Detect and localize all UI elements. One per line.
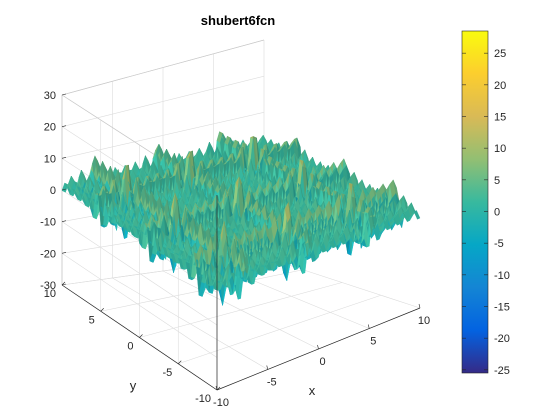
colorbar-tick-label: 20 bbox=[494, 80, 506, 92]
z-tick-label: 10 bbox=[44, 153, 56, 165]
surface-plot bbox=[61, 131, 421, 306]
y-tick-mark bbox=[61, 281, 66, 286]
colorbar-tick-label: 15 bbox=[494, 112, 506, 124]
z-tick-mark bbox=[61, 220, 67, 222]
y-tick-label: -5 bbox=[162, 367, 172, 379]
x-tick-mark bbox=[266, 365, 269, 370]
y-tick-label: 0 bbox=[127, 341, 133, 353]
y-axis-ticks: -10 -5 0 5 10 bbox=[44, 281, 221, 405]
surface-facet bbox=[413, 210, 421, 220]
grid-line-y bbox=[139, 282, 343, 338]
z-axis-ticks: -30 -20 -10 0 10 20 30 bbox=[40, 90, 67, 292]
z-tick-label: 0 bbox=[50, 185, 56, 197]
y-tick-mark bbox=[139, 334, 143, 338]
colorbar: -25 -20 -15 -10 -5 0 5 10 15 20 25 bbox=[461, 30, 510, 377]
z-tick-label: -10 bbox=[40, 217, 56, 229]
colorbar-gradient bbox=[461, 30, 489, 374]
x-tick-mark bbox=[367, 324, 370, 329]
z-tick-mark bbox=[61, 252, 67, 254]
colorbar-tick-label: -10 bbox=[494, 270, 510, 282]
z-tick-mark bbox=[61, 157, 67, 159]
colorbar-tick-label: -25 bbox=[494, 365, 510, 377]
box-edge bbox=[61, 39, 265, 96]
z-tick-label: 30 bbox=[44, 90, 56, 102]
y-tick-label: -10 bbox=[195, 393, 211, 405]
colorbar-tick-label: 25 bbox=[494, 48, 506, 60]
chart-title: shubert6fcn bbox=[201, 13, 275, 28]
z-tick-label: 20 bbox=[44, 122, 56, 134]
colorbar-ticks: -25 -20 -15 -10 -5 0 5 10 15 20 25 bbox=[462, 48, 510, 377]
y-tick-label: 10 bbox=[44, 288, 56, 300]
z-tick-mark bbox=[61, 188, 67, 191]
colorbar-tick-label: 5 bbox=[494, 175, 500, 187]
z-tick-label: -20 bbox=[40, 248, 56, 260]
z-tick-mark bbox=[61, 93, 67, 96]
x-tick-mark bbox=[418, 303, 421, 309]
colorbar-tick-label: -5 bbox=[494, 238, 504, 250]
x-tick-label: -10 bbox=[213, 397, 229, 409]
x-tick-label: 10 bbox=[418, 315, 430, 327]
z-tick-label: -30 bbox=[40, 280, 56, 292]
colorbar-tick-label: -15 bbox=[494, 302, 510, 314]
colorbar-tick-label: 10 bbox=[494, 143, 506, 155]
x-tick-label: -5 bbox=[267, 377, 277, 389]
x-tick-mark bbox=[317, 344, 319, 350]
x-axis-ticks: -10 -5 0 5 10 bbox=[213, 303, 430, 409]
z-tick-mark bbox=[61, 283, 67, 286]
colorbar-tick-label: -20 bbox=[494, 333, 510, 345]
axes-3d: -30 -20 -10 0 10 20 30 -10 -5 0 5 10 -10 -5 0 5 10 x y bbox=[40, 39, 430, 409]
y-tick-label: 5 bbox=[89, 314, 95, 326]
x-axis-label: x bbox=[309, 383, 316, 398]
y-tick-mark bbox=[216, 386, 221, 391]
colorbar-tick-label: 0 bbox=[494, 207, 500, 219]
y-tick-mark bbox=[100, 308, 104, 312]
x-tick-label: 5 bbox=[370, 336, 376, 348]
grid-line-y bbox=[178, 294, 382, 365]
z-tick-mark bbox=[61, 125, 67, 127]
y-axis-label: y bbox=[130, 378, 137, 393]
x-tick-label: 0 bbox=[319, 356, 325, 368]
y-tick-mark bbox=[178, 360, 182, 364]
x-tick-mark bbox=[215, 385, 218, 391]
